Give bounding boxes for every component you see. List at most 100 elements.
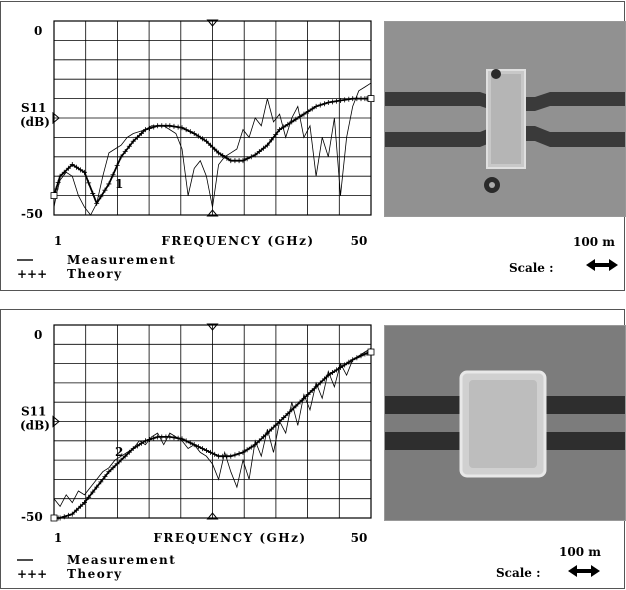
curve-number-label: 1 <box>115 177 123 191</box>
theory-point <box>98 479 104 485</box>
theory-point <box>309 387 315 393</box>
y-axis-label-line2: (dB) <box>20 115 50 129</box>
left-marker-icon <box>52 415 60 428</box>
top-marker-icon <box>206 323 219 331</box>
theory-point <box>269 137 275 143</box>
theory-point <box>175 124 181 130</box>
theory-series-line <box>54 351 372 519</box>
legend-theory-label: Theory <box>67 567 123 581</box>
theory-point <box>232 452 238 458</box>
theory-point <box>122 453 128 459</box>
theory-point <box>309 106 315 112</box>
theory-point <box>90 489 96 495</box>
scale-label-2: Scale : <box>496 566 541 580</box>
x-tick-label-left: 1 <box>54 234 62 248</box>
theory-point <box>208 142 214 148</box>
theory-point <box>321 376 327 382</box>
theory-point <box>98 194 104 200</box>
bottom-marker-icon <box>206 512 219 520</box>
legend-measurement-label: Measurement <box>67 553 176 567</box>
theory-point <box>191 131 197 137</box>
theory-point <box>86 180 92 186</box>
legend-measurement-label: Measurement <box>67 253 176 267</box>
theory-point <box>240 158 246 164</box>
bottom-marker-icon <box>206 209 219 217</box>
theory-point <box>78 167 84 173</box>
y-tick-label-top: 0 <box>34 328 42 342</box>
theory-point <box>260 145 266 151</box>
theory-point <box>236 451 242 457</box>
top-marker-icon <box>206 19 219 27</box>
theory-point <box>69 511 75 517</box>
theory-point <box>81 500 87 506</box>
theory-point <box>244 447 250 453</box>
theory-point <box>252 152 258 158</box>
theory-point <box>171 123 177 129</box>
scale-arrow-icon-1 <box>586 259 618 271</box>
theory-point <box>200 136 206 142</box>
theory-point <box>81 169 87 175</box>
x-axis-label: FREQUENCY (GHz) <box>153 531 306 545</box>
theory-point <box>293 116 299 122</box>
legend-theory-label: Theory <box>67 267 123 281</box>
theory-point <box>130 138 136 144</box>
theory-point <box>65 512 71 518</box>
theory-point <box>151 124 157 130</box>
theory-point <box>86 494 92 500</box>
s11-chart-2: 0 -50 1 50 S11(dB) FREQUENCY (GHz) 2 Measuremen… <box>17 323 375 581</box>
theory-point <box>187 129 193 135</box>
theory-point <box>313 103 319 109</box>
theory-point <box>61 514 67 520</box>
theory-point <box>301 111 307 117</box>
x-tick-label-right: 50 <box>351 531 368 545</box>
theory-point <box>342 97 348 103</box>
theory-point <box>342 362 348 368</box>
theory-point <box>167 123 173 129</box>
theory-point <box>73 507 79 513</box>
start-marker <box>50 514 58 522</box>
theory-point <box>325 99 331 105</box>
theory-point <box>102 474 108 480</box>
theory-point <box>183 127 189 133</box>
theory-series-line <box>53 97 371 206</box>
panel-2: 0 -50 1 50 S11 (dB) FREQUENCY (GHz) 2 Measuremen… <box>0 309 626 589</box>
theory-point <box>248 154 254 160</box>
theory-point <box>65 165 71 171</box>
theory-point <box>289 119 295 125</box>
micrograph-2-image <box>385 326 625 520</box>
panel-1: 0 -50 1 50 S11 (dB) FREQUENCY (GHz) 1 Measuremen… <box>0 1 626 291</box>
theory-point <box>305 108 311 114</box>
theory-point <box>264 430 270 436</box>
theory-point <box>273 132 279 138</box>
theory-point <box>106 181 112 187</box>
theory-point <box>334 367 340 373</box>
x-tick-label-right: 50 <box>351 234 368 248</box>
theory-point <box>134 134 140 140</box>
theory-point <box>78 503 84 509</box>
theory-point <box>114 461 120 467</box>
theory-point <box>273 422 279 428</box>
measurement-series-line <box>53 347 372 508</box>
theory-point <box>269 426 275 432</box>
theory-point <box>317 380 323 386</box>
theory-point <box>203 138 209 144</box>
theory-point <box>69 162 75 168</box>
scale-arrow-icon-2 <box>568 565 600 577</box>
scale-value-2: 100 m <box>559 545 601 559</box>
theory-point <box>228 453 234 459</box>
theory-point <box>203 447 209 453</box>
theory-point <box>179 125 185 131</box>
theory-point <box>244 156 250 162</box>
plot-frame <box>53 20 372 216</box>
theory-point <box>187 440 193 446</box>
theory-point <box>216 150 222 156</box>
s11-chart-1: 0 -50 1 50 S11(dB) FREQUENCY (GHz) 1 Measuremen… <box>17 19 375 281</box>
start-marker <box>50 192 58 200</box>
theory-point <box>256 149 262 155</box>
theory-point <box>195 444 201 450</box>
theory-point <box>346 359 352 365</box>
theory-point <box>305 391 311 397</box>
theory-point <box>281 415 287 421</box>
y-axis-label-line2: (dB) <box>20 419 50 433</box>
theory-point <box>94 484 100 490</box>
